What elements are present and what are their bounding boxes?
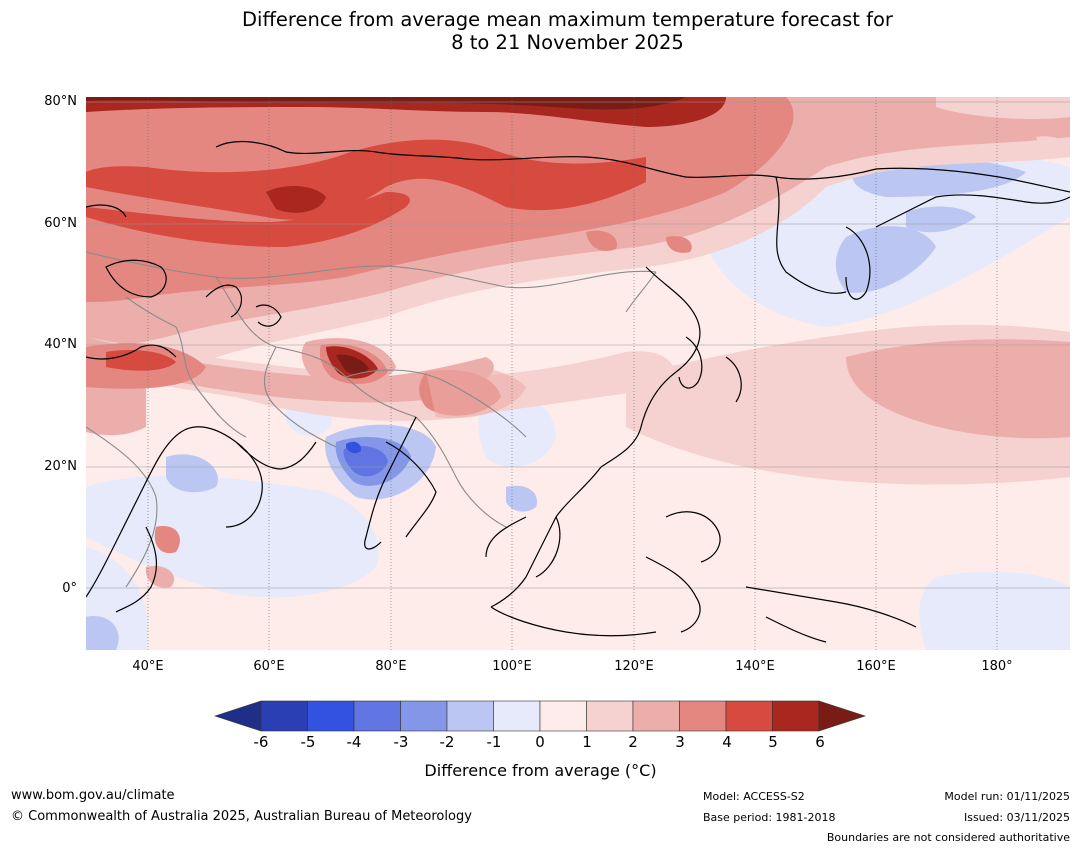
copyright-notice: © Commonwealth of Australia 2025, Austra… <box>11 809 472 824</box>
temperature-anomaly-map <box>86 97 1070 650</box>
colorbar-segment <box>353 700 401 732</box>
colorbar-tick-4: 4 <box>722 733 732 751</box>
base-period: Base period: 1981-2018 <box>703 811 836 824</box>
lat-label-0: 0° <box>62 581 77 596</box>
colorbar-label: Difference from average (°C) <box>424 761 657 780</box>
colorbar-segment <box>260 700 308 732</box>
colorbar-segment <box>679 700 727 732</box>
colorbar-tick-minus-5: -5 <box>300 733 316 751</box>
colorbar-tick-minus-2: -2 <box>439 733 455 751</box>
colorbar-segment <box>772 700 820 732</box>
colorbar-segment <box>632 700 680 732</box>
coastlines <box>86 141 1070 643</box>
lat-label-40n: 40°N <box>44 337 77 352</box>
colorbar-tick-1: 1 <box>582 733 592 751</box>
colorbar-segment <box>400 700 448 732</box>
colorbar-segment <box>446 700 494 732</box>
colorbar-tick-minus-3: -3 <box>393 733 409 751</box>
country-boundaries <box>86 251 657 588</box>
colorbar-tick-0: 0 <box>535 733 545 751</box>
colorbar-segment <box>493 700 541 732</box>
lon-label-160e: 160°E <box>856 659 896 674</box>
colorbar-arrow-high <box>818 700 866 732</box>
website-link[interactable]: www.bom.gov.au/climate <box>11 788 175 803</box>
lon-label-60e: 60°E <box>253 659 285 674</box>
lon-label-40e: 40°E <box>132 659 164 674</box>
model-run-date: Model run: 01/11/2025 <box>944 790 1070 803</box>
colorbar-tick-minus-4: -4 <box>346 733 362 751</box>
colorbar <box>214 700 866 732</box>
map-canvas <box>86 97 1070 650</box>
warm-regions <box>86 97 1070 588</box>
latitude-lines <box>86 101 1070 589</box>
lat-label-60n: 60°N <box>44 216 77 231</box>
title-line-2: 8 to 21 November 2025 <box>451 31 684 54</box>
colorbar-segment <box>586 700 634 732</box>
title-line-1: Difference from average mean maximum tem… <box>242 8 893 31</box>
lon-label-80e: 80°E <box>375 659 407 674</box>
lon-label-100e: 100°E <box>492 659 532 674</box>
graticule <box>147 97 998 650</box>
lon-label-140e: 140°E <box>735 659 775 674</box>
colorbar-tick-3: 3 <box>675 733 685 751</box>
lat-label-80n: 80°N <box>44 94 77 109</box>
colorbar-tick-6: 6 <box>815 733 825 751</box>
colorbar-segment <box>539 700 587 732</box>
lat-label-20n: 20°N <box>44 459 77 474</box>
colorbar-segment <box>725 700 773 732</box>
colorbar-tick-2: 2 <box>628 733 638 751</box>
issued-date: Issued: 03/11/2025 <box>963 811 1070 824</box>
lon-label-180: 180° <box>981 659 1013 674</box>
colorbar-segment <box>307 700 355 732</box>
colorbar-arrow-low <box>214 700 262 732</box>
colorbar-tick-minus-6: -6 <box>253 733 269 751</box>
lon-label-120e: 120°E <box>614 659 654 674</box>
colorbar-tick-minus-1: -1 <box>486 733 502 751</box>
colorbar-tick-5: 5 <box>768 733 778 751</box>
map-title: Difference from average mean maximum tem… <box>0 8 1081 54</box>
boundaries-disclaimer: Boundaries are not considered authoritat… <box>826 831 1070 844</box>
colorbar-segments <box>214 700 866 732</box>
model-name: Model: ACCESS-S2 <box>703 790 805 803</box>
